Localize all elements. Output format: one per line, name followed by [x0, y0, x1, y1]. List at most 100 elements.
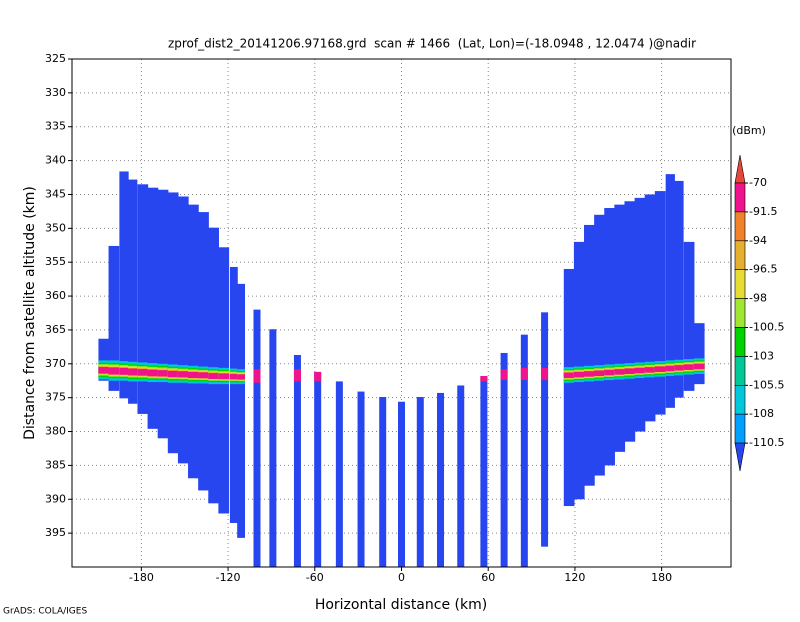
- profile-column: [437, 392, 445, 567]
- chart-title: zprof_dist2_20141206.97168.grd scan # 14…: [168, 37, 696, 51]
- colorbar-tick-label: -70: [749, 176, 767, 189]
- colorbar-arrow-top: [734, 154, 746, 184]
- profile-column: [198, 212, 209, 491]
- surface-peak: [644, 367, 656, 373]
- profile-column: [693, 323, 705, 385]
- y-tick-label: 360: [45, 289, 66, 302]
- colorbar-box: [734, 240, 746, 271]
- surface-peak: [594, 370, 605, 377]
- surface-peak: [573, 371, 585, 378]
- y-tick-label: 385: [45, 458, 66, 471]
- colorbar-label: (dBm): [732, 124, 766, 137]
- profile-column: [674, 180, 684, 398]
- profile-column: [604, 208, 615, 466]
- surface-peak: [237, 374, 245, 380]
- surface-peak: [693, 363, 705, 370]
- profile-column: [584, 224, 595, 486]
- profile-column: [644, 194, 656, 422]
- surface-peak: [500, 369, 508, 381]
- colorbar-box: [734, 356, 746, 386]
- y-tick-label: 365: [45, 323, 66, 336]
- y-tick-label: 380: [45, 425, 66, 438]
- profile-column: [520, 334, 528, 567]
- surface-peak: [137, 369, 149, 376]
- y-tick-label: 340: [45, 154, 66, 167]
- surface-peak: [614, 369, 626, 375]
- surface-peak: [665, 365, 675, 372]
- colorbar-tick-label: -108: [749, 407, 774, 420]
- colorbar-arrow-bottom: [734, 442, 746, 472]
- profile-column: [665, 174, 675, 408]
- surface-peak: [654, 366, 666, 372]
- x-tick-label: -60: [306, 571, 324, 584]
- y-axis-label: Distance from satellite altitude (km): [22, 186, 38, 440]
- surface-peak: [229, 373, 238, 380]
- profile-column: [137, 184, 149, 414]
- y-tick-label: 395: [45, 526, 66, 539]
- x-tick-label: 180: [651, 571, 672, 584]
- surface-peak: [98, 367, 110, 374]
- colorbar-box: [734, 327, 746, 357]
- y-tick-label: 375: [45, 391, 66, 404]
- y-tick-label: 370: [45, 357, 66, 370]
- y-tick-label: 390: [45, 492, 66, 505]
- surface-peak: [157, 370, 169, 377]
- surface-peak: [218, 373, 230, 380]
- profile-column: [357, 391, 365, 567]
- profile-column: [157, 189, 169, 439]
- profile-column: [269, 329, 277, 567]
- colorbar-tick-label: -110.5: [749, 436, 784, 449]
- y-tick-label: 325: [45, 52, 66, 65]
- y-tick-label: 350: [45, 221, 66, 234]
- colorbar-tick-label: -98: [749, 292, 767, 305]
- x-tick-label: 60: [481, 571, 495, 584]
- profile-column: [379, 396, 387, 567]
- surface-peak: [128, 368, 138, 376]
- profile-column: [253, 309, 261, 567]
- y-tick-label: 355: [45, 255, 66, 268]
- x-tick-label: -120: [216, 571, 241, 584]
- profile-column: [563, 268, 575, 507]
- profile-column: [128, 179, 138, 404]
- y-tick-label: 345: [45, 187, 66, 200]
- colorbar-box: [734, 298, 746, 328]
- profile-column: [541, 312, 549, 547]
- data-layer: [98, 171, 705, 567]
- surface-peak: [108, 367, 120, 375]
- profile-column: [634, 197, 646, 432]
- footer: GrADS: COLA/IGES: [3, 607, 87, 617]
- profile-column: [335, 381, 343, 567]
- surface-peak: [188, 371, 199, 379]
- surface-peak: [604, 369, 615, 376]
- surface-peak: [293, 369, 301, 382]
- profile-column: [237, 283, 245, 538]
- profile-column: [683, 241, 695, 391]
- x-tick-label: -180: [129, 571, 154, 584]
- profile-column: [614, 204, 626, 452]
- surface-peak: [520, 367, 528, 381]
- x-tick-label: 120: [564, 571, 585, 584]
- colorbar-tick-label: -96.5: [749, 263, 777, 276]
- surface-peak: [208, 373, 219, 380]
- x-axis-label: Horizontal distance (km): [315, 597, 487, 613]
- profile-column: [119, 171, 129, 399]
- profile-column: [147, 187, 159, 429]
- surface-peak: [177, 371, 189, 378]
- surface-peak: [674, 365, 684, 371]
- profile-column: [500, 352, 508, 567]
- profile-column: [177, 196, 189, 464]
- surface-peak: [683, 364, 695, 370]
- surface-peak: [584, 371, 595, 377]
- profile-column: [594, 214, 605, 476]
- surface-peak: [147, 369, 159, 377]
- profile-column: [416, 396, 424, 567]
- surface-peak: [198, 372, 209, 379]
- surface-peak: [624, 368, 636, 375]
- profile-column: [98, 338, 110, 381]
- y-tick-label: 335: [45, 120, 66, 133]
- profile-column: [314, 371, 322, 567]
- profile-column: [167, 192, 179, 454]
- surface-peak: [541, 367, 549, 381]
